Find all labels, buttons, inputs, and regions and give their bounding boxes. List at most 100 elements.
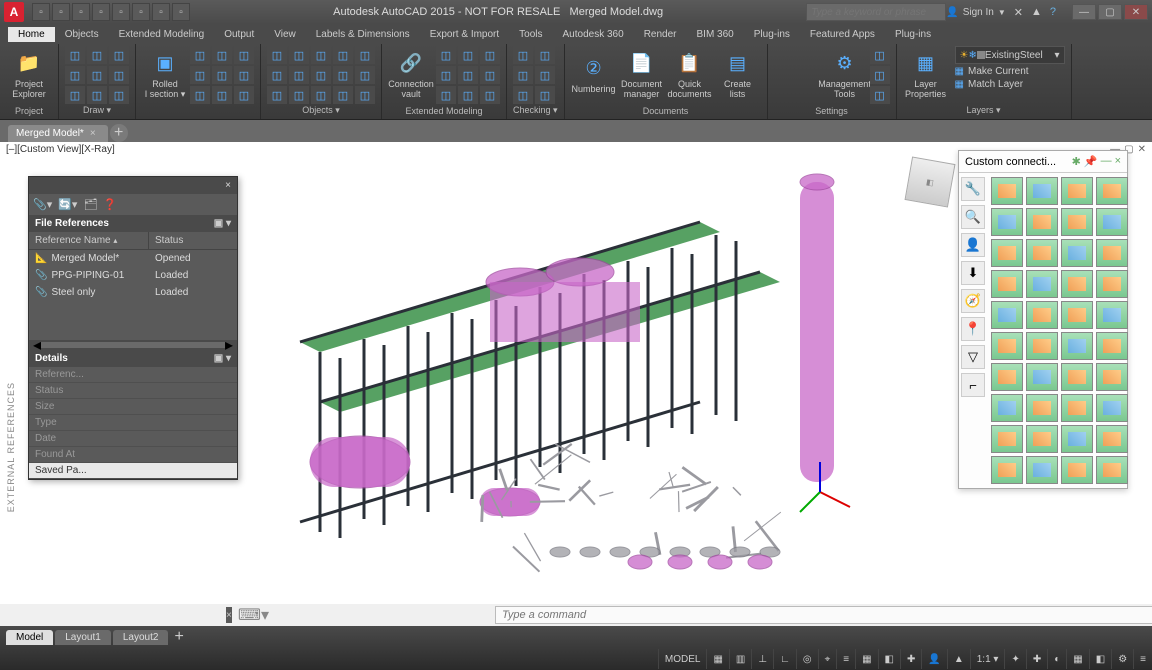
ribbon-small-button[interactable]: ◫	[458, 86, 478, 104]
connection-thumbnail[interactable]	[1026, 363, 1058, 391]
ribbon-tab[interactable]: View	[264, 27, 306, 42]
ribbon-small-button[interactable]: ◫	[87, 66, 107, 84]
ribbon-button[interactable]: 🔗Connectionvault	[388, 46, 434, 104]
ribbon-small-button[interactable]: ◫	[535, 86, 555, 104]
status-toggle[interactable]: 1:1 ▾	[970, 649, 1005, 669]
ribbon-small-button[interactable]: ◫	[535, 66, 555, 84]
ribbon-small-button[interactable]: ◫	[355, 66, 375, 84]
qat-plot-icon[interactable]: ▫	[152, 3, 170, 21]
ribbon-small-button[interactable]: ◫	[289, 86, 309, 104]
ribbon-tab[interactable]: Plug-ins	[885, 27, 941, 42]
status-toggle[interactable]: ≡	[836, 649, 855, 669]
ribbon-tab[interactable]: Home	[8, 27, 55, 42]
palette-category-icon[interactable]: 🧭	[961, 289, 985, 313]
connection-thumbnail[interactable]	[991, 239, 1023, 267]
ribbon-small-button[interactable]: ◫	[289, 46, 309, 64]
ribbon-small-button[interactable]: ◫	[190, 86, 210, 104]
connection-thumbnail[interactable]	[1061, 394, 1093, 422]
qat-undo-icon[interactable]: ▫	[92, 3, 110, 21]
connection-thumbnail[interactable]	[1061, 270, 1093, 298]
ribbon-tab[interactable]: Tools	[509, 27, 552, 42]
status-toggle[interactable]: ≡	[1133, 649, 1152, 669]
model-viewport[interactable]	[260, 162, 900, 582]
ribbon-small-button[interactable]: ◫	[234, 66, 254, 84]
ribbon-small-button[interactable]: ◫	[436, 66, 456, 84]
connection-thumbnail[interactable]	[991, 177, 1023, 205]
ribbon-small-button[interactable]: ◫	[333, 46, 353, 64]
help-icon[interactable]: ?	[1050, 6, 1056, 18]
connection-thumbnail[interactable]	[1026, 270, 1058, 298]
ribbon-small-button[interactable]: ◫	[87, 46, 107, 64]
signin-button[interactable]: 👤Sign In▼	[946, 7, 1006, 18]
connection-thumbnail[interactable]	[1096, 270, 1128, 298]
ribbon-small-button[interactable]: ◫	[87, 86, 107, 104]
palette-category-icon[interactable]: 📍	[961, 317, 985, 341]
close-tab-icon[interactable]: ×	[90, 128, 96, 139]
connection-thumbnail[interactable]	[1026, 208, 1058, 236]
ribbon-small-button[interactable]: ◫	[311, 66, 331, 84]
ribbon-small-button[interactable]: ◫	[535, 46, 555, 64]
qat-new-icon[interactable]: ▫	[32, 3, 50, 21]
ribbon-button[interactable]: 📋Quickdocuments	[667, 46, 713, 104]
layer-combo[interactable]: ☀ ❄ ExistingSteel ▾	[955, 46, 1065, 64]
ribbon-small-button[interactable]: ◫	[311, 46, 331, 64]
ribbon-small-button[interactable]: ◫	[212, 66, 232, 84]
palette-close-icon[interactable]: ×	[1115, 155, 1121, 168]
ribbon-small-button[interactable]: ◫	[109, 86, 129, 104]
details-header[interactable]: Details▣ ▾	[29, 350, 237, 367]
layer-button[interactable]: ▦Make Current	[955, 66, 1065, 77]
palette-pin-icon[interactable]: 📌	[1084, 155, 1098, 168]
status-toggle[interactable]: ⊥	[751, 649, 773, 669]
connection-thumbnail[interactable]	[1026, 425, 1058, 453]
layout-tab[interactable]: Model	[6, 630, 53, 645]
col-status[interactable]: Status	[149, 232, 189, 249]
status-toggle[interactable]: ⌖	[818, 649, 837, 669]
palette-category-icon[interactable]: 🔧	[961, 177, 985, 201]
status-toggle[interactable]: ◐	[1047, 649, 1066, 669]
ribbon-small-button[interactable]: ◫	[234, 86, 254, 104]
ribbon-button[interactable]: ⚙ManagementTools	[822, 46, 868, 104]
ribbon-small-button[interactable]: ◫	[333, 66, 353, 84]
connection-thumbnail[interactable]	[1061, 177, 1093, 205]
help-search-input[interactable]	[806, 3, 946, 21]
connection-thumbnail[interactable]	[1026, 301, 1058, 329]
ribbon-small-button[interactable]: ◫	[870, 46, 890, 64]
connection-thumbnail[interactable]	[991, 270, 1023, 298]
ribbon-small-button[interactable]: ◫	[870, 86, 890, 104]
ribbon-tab[interactable]: Featured Apps	[800, 27, 885, 42]
refresh-icon[interactable]: 🔄▾	[58, 198, 77, 211]
connection-thumbnail[interactable]	[1096, 456, 1128, 484]
layer-button[interactable]: ▦Match Layer	[955, 79, 1065, 90]
minimize-button[interactable]: —	[1072, 4, 1096, 20]
ribbon-small-button[interactable]: ◫	[234, 46, 254, 64]
ribbon-tab[interactable]: Export & Import	[420, 27, 509, 42]
connection-thumbnail[interactable]	[1026, 332, 1058, 360]
ribbon-small-button[interactable]: ◫	[513, 66, 533, 84]
xref-row[interactable]: 📐Merged Model*Opened	[29, 250, 237, 267]
xref-row[interactable]: 📎PPG-PIPING-01Loaded	[29, 267, 237, 284]
close-button[interactable]: ✕	[1124, 4, 1148, 20]
ribbon-button[interactable]: ▦LayerProperties	[903, 46, 949, 104]
ribbon-button[interactable]: 📄Documentmanager	[619, 46, 665, 104]
cmd-recent-icon[interactable]: ⌨▾	[238, 605, 269, 625]
status-toggle[interactable]: ◧	[1089, 649, 1111, 669]
ribbon-small-button[interactable]: ◫	[267, 66, 287, 84]
status-toggle[interactable]: ▦	[855, 649, 877, 669]
connection-thumbnail[interactable]	[991, 301, 1023, 329]
status-toggle[interactable]: ▥	[729, 649, 751, 669]
ribbon-small-button[interactable]: ◫	[480, 66, 500, 84]
add-layout-icon[interactable]: +	[174, 628, 183, 646]
connection-thumbnail[interactable]	[991, 332, 1023, 360]
status-toggle[interactable]: 👤	[921, 649, 946, 669]
connection-thumbnail[interactable]	[991, 208, 1023, 236]
ribbon-tab[interactable]: Render	[634, 27, 687, 42]
ribbon-small-button[interactable]: ◫	[190, 46, 210, 64]
status-toggle[interactable]: ◧	[878, 649, 900, 669]
model-space-button[interactable]: MODEL	[658, 649, 707, 669]
connection-thumbnail[interactable]	[1096, 208, 1128, 236]
ribbon-small-button[interactable]: ◫	[109, 46, 129, 64]
qat-print-icon[interactable]: ▫	[132, 3, 150, 21]
connection-thumbnail[interactable]	[1061, 208, 1093, 236]
ribbon-small-button[interactable]: ◫	[289, 66, 309, 84]
document-tab[interactable]: Merged Model*×	[8, 125, 108, 142]
